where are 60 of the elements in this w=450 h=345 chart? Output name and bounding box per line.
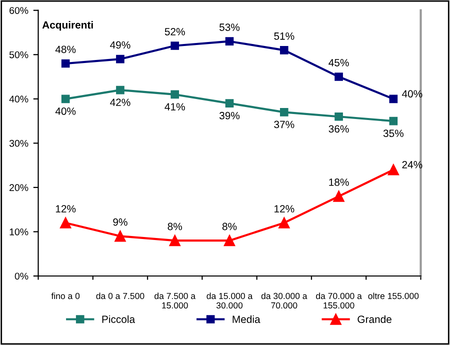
y-tick-label: 10% bbox=[10, 228, 28, 236]
data-label: 42% bbox=[110, 98, 130, 106]
data-label: 24% bbox=[402, 160, 422, 168]
y-tick-label: 40% bbox=[9, 96, 28, 103]
legend-label: Grande bbox=[358, 315, 392, 324]
legend-label: Piccola bbox=[102, 315, 136, 324]
point bbox=[170, 90, 180, 99]
point bbox=[170, 42, 180, 50]
point bbox=[389, 116, 398, 126]
data-label: 35% bbox=[383, 130, 404, 138]
point bbox=[333, 190, 344, 202]
x-tick-label: da 15.000 a 30.000 bbox=[206, 292, 253, 309]
x-tick-label: fino a 0 bbox=[51, 292, 80, 300]
point bbox=[280, 108, 288, 116]
point bbox=[225, 37, 234, 46]
data-label: 40% bbox=[55, 108, 76, 115]
point bbox=[334, 72, 343, 81]
point bbox=[388, 164, 399, 176]
data-label: 39% bbox=[219, 112, 240, 120]
data-label: 12% bbox=[274, 205, 294, 212]
y-tick-label: 60% bbox=[10, 7, 28, 14]
data-label: 8% bbox=[222, 222, 237, 230]
point bbox=[389, 94, 398, 104]
data-label: 49% bbox=[110, 41, 130, 49]
text: Acquirenti bbox=[42, 20, 93, 31]
point bbox=[278, 217, 290, 228]
x-tick-label: da 70.000 a 155.000 bbox=[316, 292, 362, 309]
data-label: 41% bbox=[164, 103, 185, 110]
data-label: 40% bbox=[402, 90, 422, 98]
y-tick-label: 50% bbox=[9, 51, 28, 58]
legend-label: Media bbox=[232, 315, 260, 324]
point bbox=[116, 54, 124, 64]
point bbox=[60, 217, 72, 228]
y-tick-label: 0% bbox=[14, 272, 28, 280]
y-tick-label: 20% bbox=[10, 184, 28, 192]
data-label: 37% bbox=[274, 120, 294, 128]
point bbox=[116, 86, 124, 94]
point bbox=[225, 99, 234, 108]
point bbox=[224, 235, 236, 246]
data-label: 36% bbox=[328, 125, 349, 133]
point bbox=[169, 235, 180, 246]
data-label: 12% bbox=[56, 205, 76, 212]
point bbox=[61, 59, 70, 68]
point bbox=[334, 112, 343, 121]
y-tick-label: 30% bbox=[9, 140, 28, 147]
data-label: 8% bbox=[168, 222, 182, 230]
data-label: 48% bbox=[55, 46, 76, 54]
x-tick-label: da 7.500 a 15.000 bbox=[154, 292, 196, 309]
data-label: 53% bbox=[219, 24, 240, 31]
x-tick-label: da 30.000 a 70.000 bbox=[261, 292, 308, 309]
point bbox=[114, 230, 126, 242]
data-label: 51% bbox=[274, 32, 294, 40]
data-label: 9% bbox=[113, 218, 128, 226]
x-tick-label: da 0 a 7.500 bbox=[96, 292, 144, 300]
point bbox=[61, 94, 70, 104]
data-label: 18% bbox=[329, 178, 349, 186]
data-label: 45% bbox=[328, 59, 349, 66]
point bbox=[280, 46, 288, 54]
x-tick-label: oltre 155.000 bbox=[368, 292, 419, 300]
data-label: 52% bbox=[164, 28, 185, 36]
